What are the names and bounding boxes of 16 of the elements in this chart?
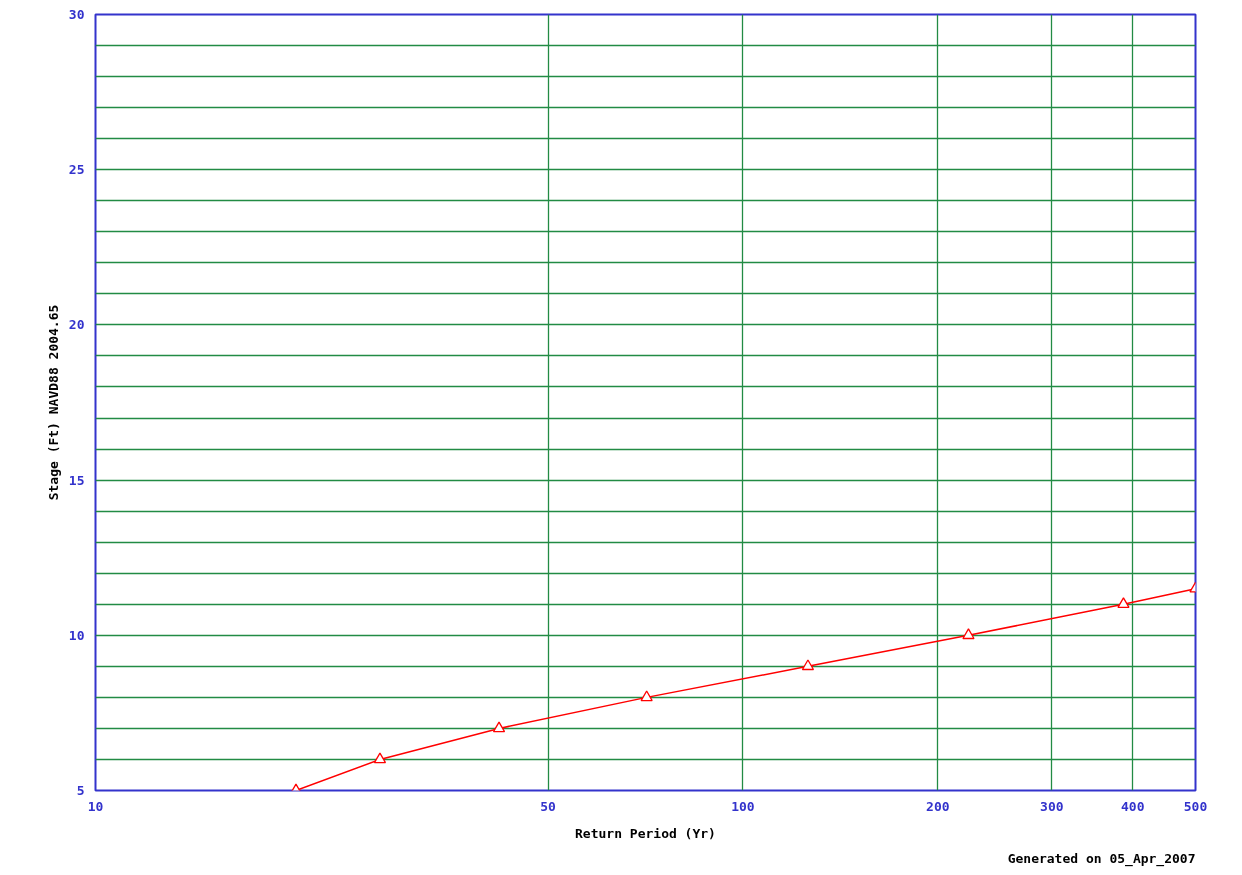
x-tick-label: 400 [1121,798,1145,814]
x-tick-label: 500 [1183,798,1208,814]
y-tick-label: 30 [68,7,85,22]
text: Generated on 05_Apr_2007 [1007,850,1196,867]
y-tick-label: 25 [68,162,85,178]
x-axis-title: Return Period (Yr) [575,825,716,841]
x-tick-label: 10 [87,798,104,814]
y-tick-label: 10 [68,627,85,643]
x-tick-label: 300 [1040,798,1064,814]
y-tick-label: 15 [68,472,85,488]
y-tick-label: 5 [76,783,85,798]
x-tick-label: 100 [731,798,755,814]
y-tick-label: 20 [68,317,85,333]
x-tick-label: 200 [926,798,950,814]
y-axis-title: Stage (Ft) NAVD88 2004.65 [45,304,61,501]
x-tick-label: 50 [540,798,557,814]
